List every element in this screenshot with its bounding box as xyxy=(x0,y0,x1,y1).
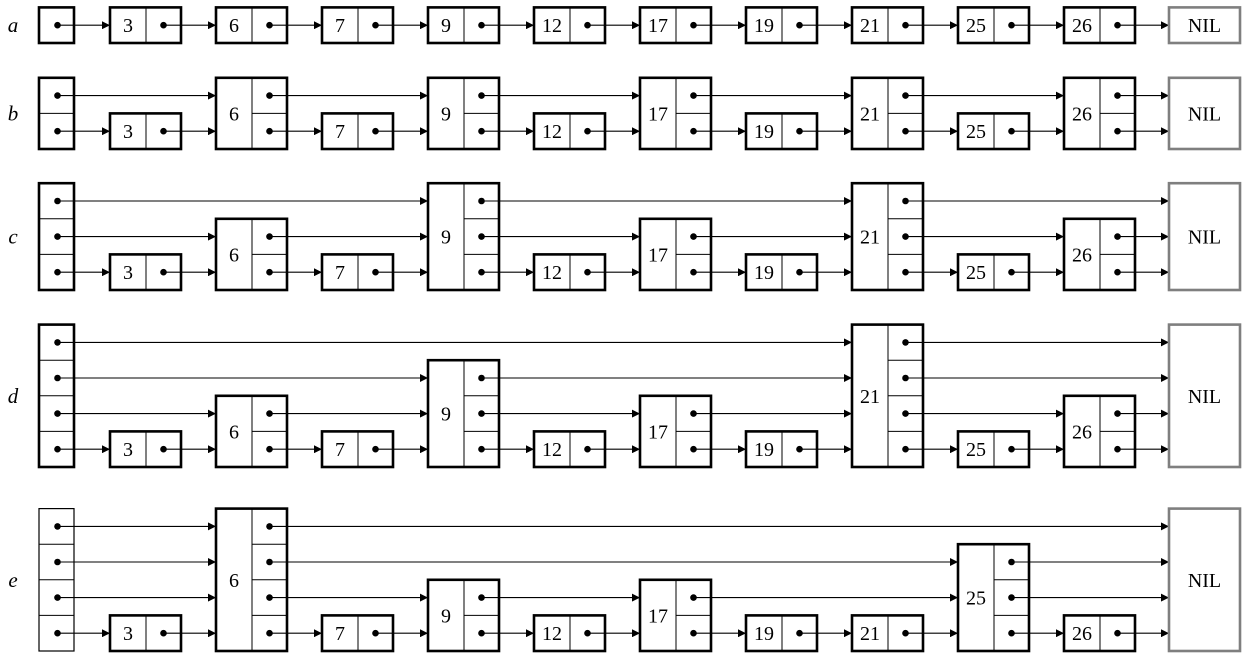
header-node xyxy=(37,323,76,469)
skip-list-row-c: c 3 6 7 9 12 17 19 21 25 26 NIL xyxy=(8,181,1242,292)
nil-node-box xyxy=(1167,507,1242,653)
node-key: 9 xyxy=(441,605,451,627)
list-node: 26 xyxy=(1062,76,1137,151)
list-node: 17 xyxy=(638,578,713,653)
list-node: 26 xyxy=(1062,614,1137,653)
row-label: e xyxy=(8,568,17,592)
list-node: 12 xyxy=(532,112,607,151)
skip-list-row-b: b 3 6 7 9 12 17 19 21 25 26 NIL xyxy=(8,76,1242,151)
node-key: 17 xyxy=(648,605,668,627)
nil-label: NIL xyxy=(1188,15,1221,37)
nil-node-box xyxy=(1167,76,1242,151)
list-node: 26 xyxy=(1062,217,1137,292)
nil-node: NIL xyxy=(1167,6,1242,45)
list-node: 12 xyxy=(532,6,607,45)
nil-label: NIL xyxy=(1188,570,1221,592)
node-key: 26 xyxy=(1072,623,1092,645)
skip-list-rows: a 3 6 7 9 12 17 19 21 25 26 NIL b 3 6 7 9 12 17 19 21 25 26 NIL… xyxy=(8,6,1242,653)
nil-label: NIL xyxy=(1188,103,1221,125)
list-node: 17 xyxy=(638,394,713,469)
list-node: 6 xyxy=(214,76,289,151)
nil-node-box xyxy=(1167,181,1242,292)
header-node xyxy=(37,76,76,151)
node-key: 21 xyxy=(860,386,880,408)
node-key: 12 xyxy=(542,15,562,37)
node-key: 19 xyxy=(754,121,774,143)
node-key: 19 xyxy=(754,623,774,645)
node-key: 26 xyxy=(1072,421,1092,443)
row-label: b xyxy=(8,101,19,125)
node-key: 17 xyxy=(648,244,668,266)
node-key: 9 xyxy=(441,103,451,125)
list-node: 6 xyxy=(214,507,289,653)
list-node: 21 xyxy=(850,323,925,469)
header-node xyxy=(38,508,75,652)
node-key: 25 xyxy=(966,15,986,37)
node-key: 6 xyxy=(229,103,239,125)
row-label: c xyxy=(8,225,18,249)
node-key: 25 xyxy=(966,588,986,610)
node-key: 9 xyxy=(441,15,451,37)
node-key: 9 xyxy=(441,227,451,249)
node-key: 19 xyxy=(754,439,774,461)
list-node: 17 xyxy=(638,76,713,151)
node-key: 21 xyxy=(860,623,880,645)
row-label: d xyxy=(8,384,19,408)
nil-label: NIL xyxy=(1188,386,1221,408)
list-node: 9 xyxy=(426,578,501,653)
nil-node: NIL xyxy=(1167,76,1242,151)
node-key: 7 xyxy=(335,262,345,284)
nil-node-box xyxy=(1167,6,1242,45)
list-node: 6 xyxy=(214,394,289,469)
node-key: 19 xyxy=(754,15,774,37)
node-key: 26 xyxy=(1072,244,1092,266)
node-key: 3 xyxy=(123,439,133,461)
nil-node: NIL xyxy=(1167,323,1242,469)
node-key: 7 xyxy=(335,439,345,461)
list-node: 6 xyxy=(214,217,289,292)
node-key: 25 xyxy=(966,439,986,461)
row-label: a xyxy=(8,13,19,37)
node-key: 19 xyxy=(754,262,774,284)
node-key: 17 xyxy=(648,421,668,443)
node-key: 25 xyxy=(966,262,986,284)
nil-node: NIL xyxy=(1167,507,1242,653)
nil-node-box xyxy=(1167,323,1242,469)
node-key: 21 xyxy=(860,227,880,249)
node-key: 12 xyxy=(542,262,562,284)
node-key: 3 xyxy=(123,623,133,645)
list-node: 21 xyxy=(850,76,925,151)
node-key: 6 xyxy=(229,570,239,592)
nil-node: NIL xyxy=(1167,181,1242,292)
node-key: 7 xyxy=(335,121,345,143)
node-key: 12 xyxy=(542,439,562,461)
skip-list-row-a: a 3 6 7 9 12 17 19 21 25 26 NIL xyxy=(8,6,1242,45)
node-key: 7 xyxy=(335,15,345,37)
list-node: 17 xyxy=(638,217,713,292)
node-key: 3 xyxy=(123,121,133,143)
node-key: 26 xyxy=(1072,15,1092,37)
nil-label: NIL xyxy=(1188,227,1221,249)
node-key: 12 xyxy=(542,623,562,645)
node-key: 26 xyxy=(1072,103,1092,125)
node-key: 6 xyxy=(229,421,239,443)
node-key: 9 xyxy=(441,404,451,426)
node-key: 6 xyxy=(229,15,239,37)
node-key: 21 xyxy=(860,15,880,37)
node-key: 17 xyxy=(648,103,668,125)
list-node: 9 xyxy=(426,76,501,151)
skip-list-row-e: e 3 6 7 9 12 17 19 21 25 26 NIL xyxy=(8,507,1242,653)
node-key: 3 xyxy=(123,15,133,37)
node-key: 3 xyxy=(123,262,133,284)
list-node: 26 xyxy=(1062,394,1137,469)
node-key: 6 xyxy=(229,244,239,266)
node-key: 7 xyxy=(335,623,345,645)
skip-list-row-d: d 3 6 7 9 12 17 19 21 25 26 NIL xyxy=(8,323,1242,469)
node-key: 12 xyxy=(542,121,562,143)
node-key: 25 xyxy=(966,121,986,143)
node-key: 17 xyxy=(648,15,668,37)
node-key: 21 xyxy=(860,103,880,125)
